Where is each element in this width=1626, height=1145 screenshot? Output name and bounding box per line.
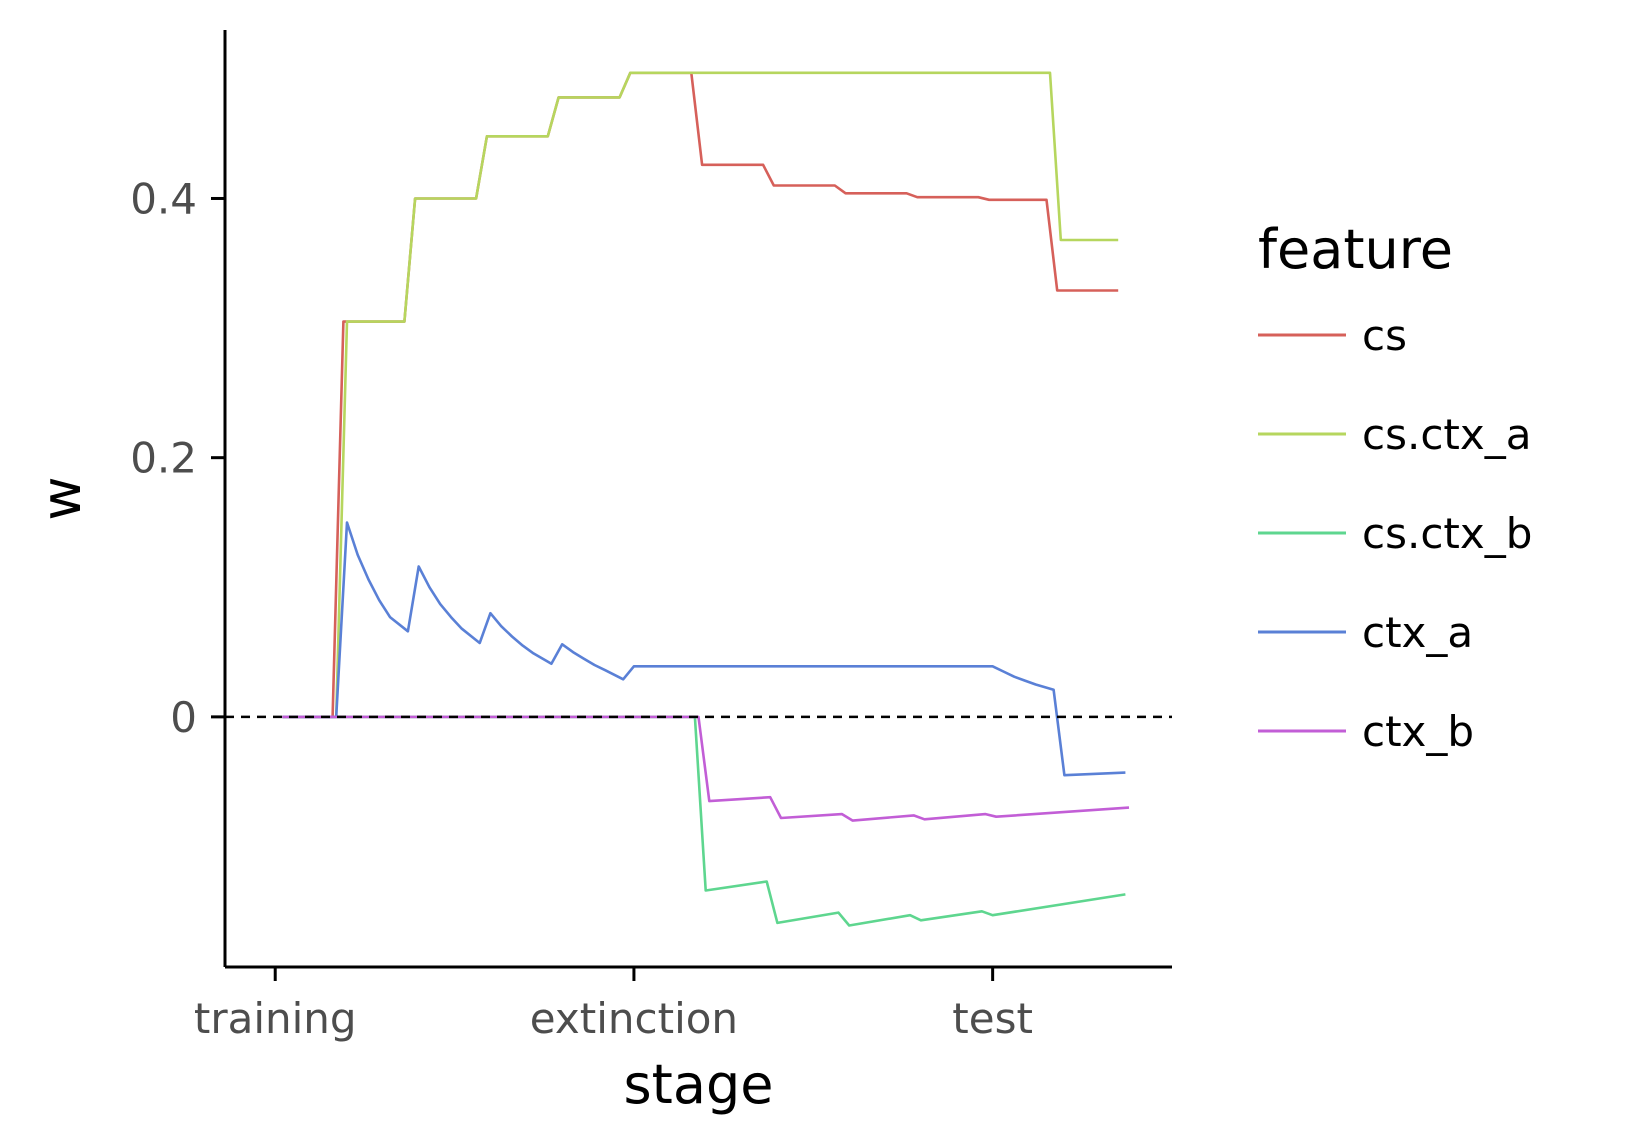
series-line-cs-ctx-b <box>282 715 1126 927</box>
ticks-layer: 0 0.2 0.4 training extinction test <box>130 174 1033 1043</box>
x-tick-label: extinction <box>530 994 738 1043</box>
legend-label: cs.ctx_a <box>1362 410 1531 459</box>
y-tick-label: 0.4 <box>130 174 197 223</box>
legend: feature cs cs.ctx_a cs.ctx_b ctx_a ctx_b <box>1258 218 1532 756</box>
y-axis-title: w <box>30 476 93 520</box>
legend-items: cs cs.ctx_a cs.ctx_b ctx_a ctx_b <box>1258 311 1532 756</box>
legend-label: ctx_b <box>1362 707 1474 756</box>
legend-label: cs.ctx_b <box>1362 509 1532 558</box>
x-tick-label: training <box>194 994 357 1043</box>
series-line-ctx-b <box>282 715 1130 822</box>
legend-title: feature <box>1258 218 1453 281</box>
series-line-cs <box>282 71 1119 719</box>
y-tick-label: 0 <box>170 693 197 742</box>
y-tick-label: 0.2 <box>130 434 197 483</box>
legend-label: cs <box>1362 311 1407 360</box>
series-line-ctx-a <box>282 521 1126 777</box>
legend-label: ctx_a <box>1362 608 1473 657</box>
x-tick-label: test <box>952 994 1033 1043</box>
series-layer <box>282 71 1130 927</box>
series-line-cs-ctx-a <box>282 71 1119 719</box>
axes-layer <box>223 30 1172 969</box>
x-axis-title: stage <box>624 1053 774 1116</box>
